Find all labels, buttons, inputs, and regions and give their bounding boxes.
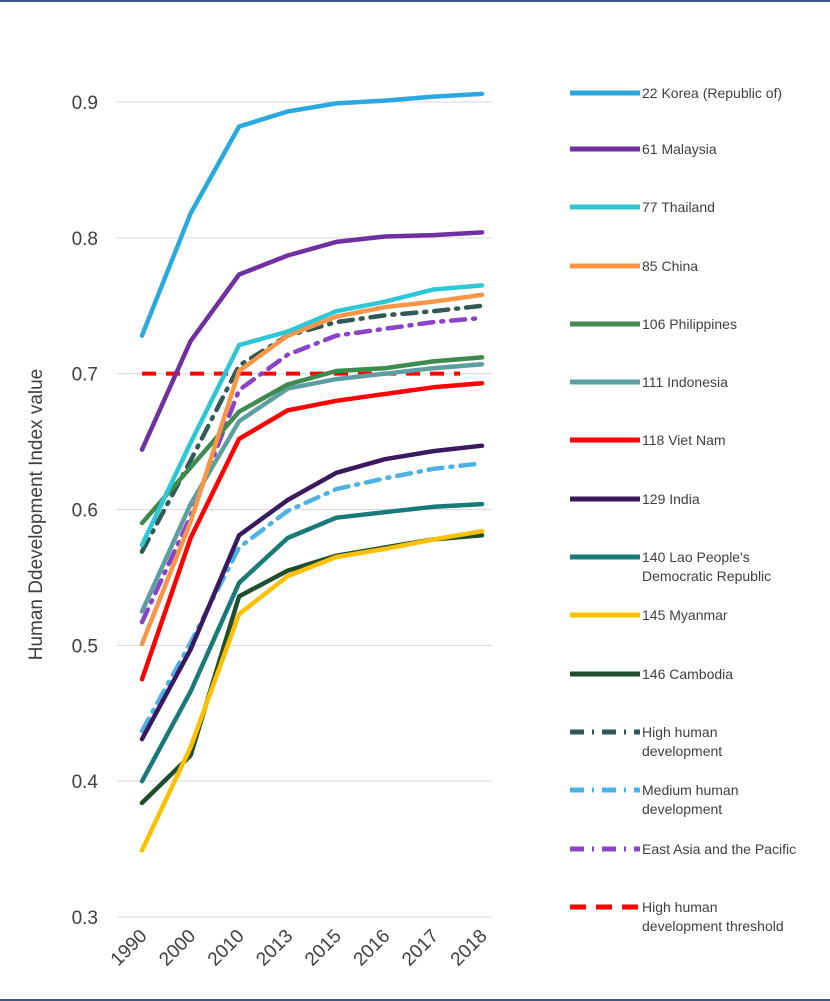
series-lines bbox=[139, 91, 485, 853]
x-axis-ticks: 1990 2000 2010 2013 2015 2016 2017 2018 bbox=[107, 926, 492, 971]
x-tick-label: 2017 bbox=[398, 926, 443, 971]
series-line-0 bbox=[139, 91, 485, 338]
y-tick-label: 0.3 bbox=[72, 908, 98, 929]
y-tick-label: 0.6 bbox=[72, 501, 98, 522]
y-tick-label: 0.7 bbox=[72, 365, 98, 386]
bottom-border bbox=[0, 999, 830, 1001]
series-line-6 bbox=[139, 380, 485, 682]
x-tick-label: 2018 bbox=[447, 926, 492, 971]
legend: 22 Korea (Republic of) 61 Malaysia 77 Thai… bbox=[570, 85, 796, 934]
legend-label-9: 145 Myanmar bbox=[642, 607, 728, 623]
legend-label-6: 118 Viet Nam bbox=[642, 432, 726, 448]
legend-label-13: East Asia and the Pacific bbox=[642, 841, 796, 857]
series-line-9 bbox=[139, 528, 485, 853]
series-line-7 bbox=[139, 443, 485, 742]
x-tick-label: 2000 bbox=[155, 926, 200, 971]
y-tick-label: 0.8 bbox=[72, 229, 98, 250]
y-axis-ticks: 0.3 0.4 0.5 0.6 0.7 0.8 0.9 bbox=[72, 93, 99, 929]
legend-label-8: 140 Lao People's Democratic Republic bbox=[642, 549, 771, 584]
legend-label-2: 77 Thailand bbox=[642, 199, 715, 215]
x-tick-label: 1990 bbox=[107, 926, 152, 971]
gridlines bbox=[117, 101, 492, 918]
x-tick-label: 2015 bbox=[301, 926, 346, 971]
legend-label-10: 146 Cambodia bbox=[642, 666, 733, 682]
series-line-10 bbox=[139, 533, 485, 806]
series-line-4 bbox=[139, 355, 485, 526]
legend-label-1: 61 Malaysia bbox=[642, 141, 717, 157]
legend-label-0: 22 Korea (Republic of) bbox=[642, 85, 782, 101]
series-line-3 bbox=[139, 292, 485, 647]
legend-label-12: Medium human development bbox=[642, 782, 739, 817]
series-line-11 bbox=[139, 303, 485, 554]
legend-label-3: 85 China bbox=[642, 258, 698, 274]
x-tick-label: 2016 bbox=[350, 926, 395, 971]
legend-label-7: 129 India bbox=[642, 491, 700, 507]
y-axis-label: Human Ddevelopment Index value bbox=[26, 369, 47, 661]
x-tick-label: 2010 bbox=[204, 926, 249, 971]
y-tick-label: 0.4 bbox=[72, 772, 99, 793]
y-tick-label: 0.9 bbox=[72, 93, 98, 114]
legend-label-5: 111 Indonesia bbox=[642, 374, 728, 390]
series-line-1 bbox=[139, 230, 485, 452]
legend-label-4: 106 Philippines bbox=[642, 316, 737, 332]
legend-label-11: High human development bbox=[642, 724, 722, 759]
y-tick-label: 0.5 bbox=[72, 636, 98, 657]
series-line-2 bbox=[139, 283, 485, 548]
top-border bbox=[0, 0, 830, 2]
legend-label-14: High human development threshold bbox=[642, 899, 784, 934]
x-tick-label: 2013 bbox=[253, 926, 298, 971]
series-line-8 bbox=[139, 501, 485, 784]
